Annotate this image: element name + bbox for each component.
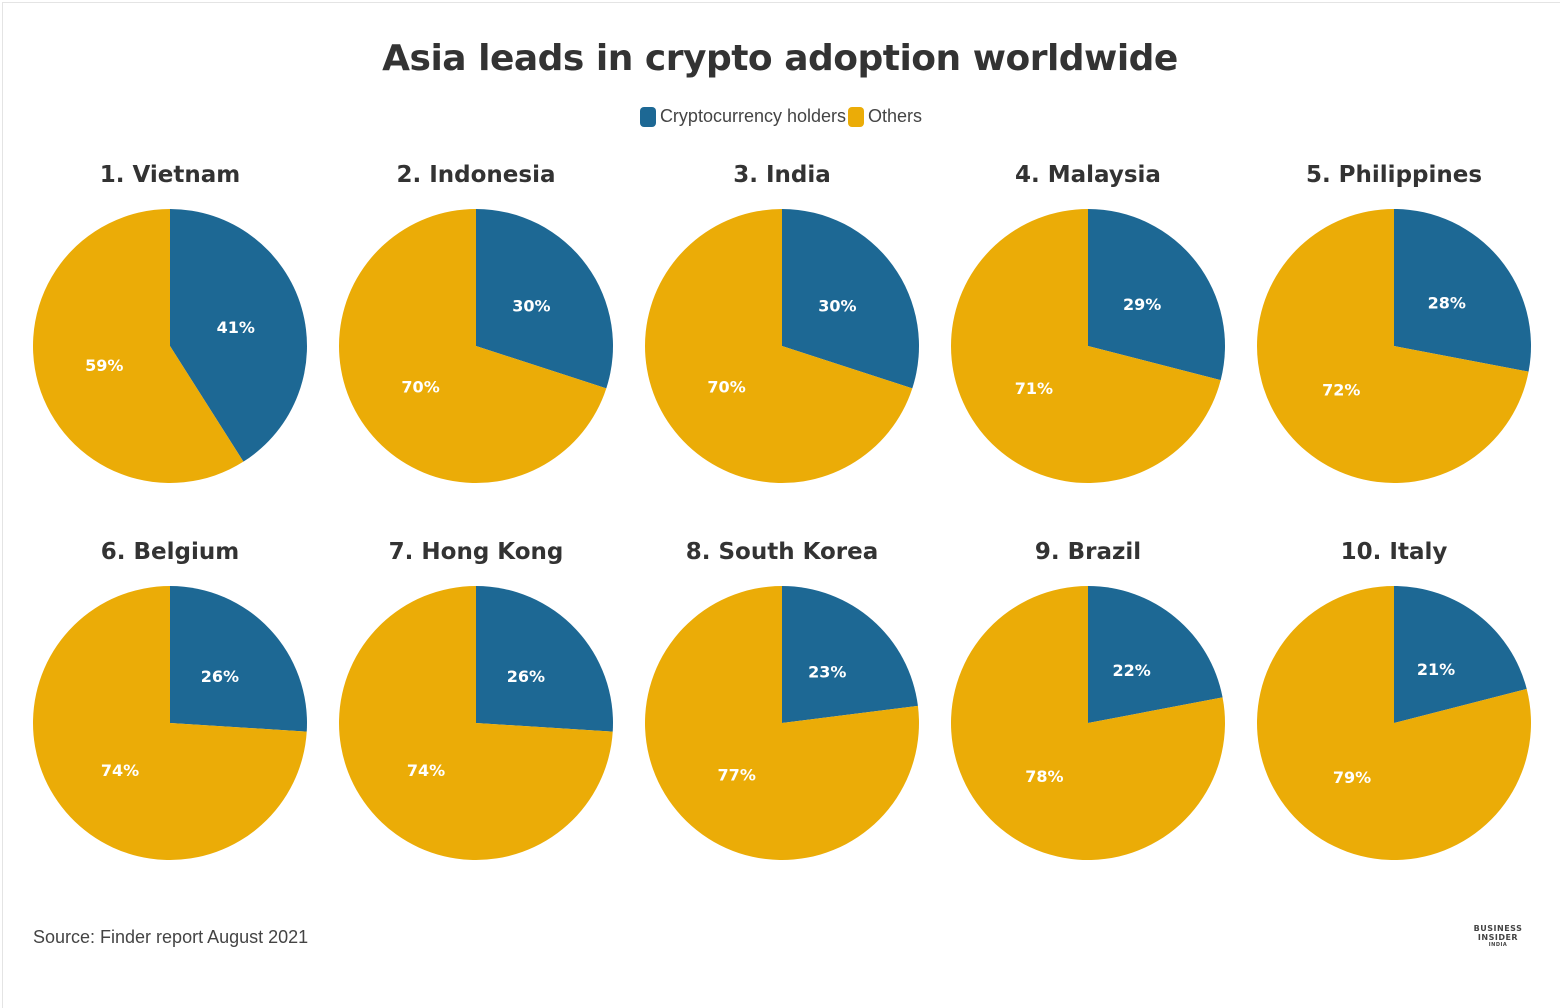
pie-title: 2. Indonesia	[396, 162, 555, 188]
slice-holders[interactable]	[1394, 209, 1531, 372]
data-label: 70%	[401, 377, 439, 396]
pie-6: 6. Belgium 26% 74%	[33, 539, 307, 860]
legend: Cryptocurrency holders Others	[0, 106, 1560, 127]
slice-others[interactable]	[950, 586, 1225, 860]
pie-title: 6. Belgium	[101, 539, 239, 565]
data-label: 74%	[101, 761, 139, 780]
data-label: 72%	[1322, 381, 1360, 400]
pie-title: 4. Malaysia	[1015, 162, 1161, 188]
data-label: 23%	[808, 663, 846, 682]
pie-title: 7. Hong Kong	[389, 539, 564, 565]
pie-title: 8. South Korea	[686, 539, 879, 565]
slice-holders[interactable]	[1088, 209, 1225, 381]
data-label: 21%	[1417, 660, 1455, 679]
pie-9: 9. Brazil 22% 78%	[950, 539, 1225, 860]
data-label: 26%	[507, 667, 545, 686]
data-label: 74%	[407, 761, 445, 780]
data-label: 79%	[1333, 768, 1371, 787]
pie-1: 1. Vietnam 41% 59%	[32, 162, 307, 484]
slice-others[interactable]	[33, 586, 307, 860]
slice-holders[interactable]	[1088, 586, 1223, 723]
pie-title: 1. Vietnam	[100, 162, 240, 188]
slice-holders[interactable]	[1394, 586, 1527, 723]
pie-title: 9. Brazil	[1035, 539, 1141, 565]
slice-holders[interactable]	[476, 209, 613, 389]
data-label: 30%	[512, 297, 550, 316]
pie-2: 2. Indonesia 30% 70%	[338, 162, 613, 483]
data-label: 41%	[217, 318, 255, 337]
data-label: 78%	[1025, 767, 1063, 786]
pie-title: 5. Philippines	[1306, 162, 1482, 188]
slice-others[interactable]	[32, 209, 244, 484]
slice-others[interactable]	[644, 586, 920, 861]
legend-swatch-others	[848, 106, 865, 127]
source-note: Source: Finder report August 2021	[33, 927, 309, 947]
data-label: 29%	[1123, 295, 1161, 314]
legend-item-holders[interactable]: Cryptocurrency holders	[638, 106, 846, 127]
data-label: 59%	[85, 356, 123, 375]
slice-others[interactable]	[338, 209, 607, 483]
pie-4: 4. Malaysia 29% 71%	[951, 162, 1225, 483]
legend-label: Others	[868, 106, 923, 126]
data-label: 30%	[818, 297, 856, 316]
chart-title: Asia leads in crypto adoption worldwide	[382, 38, 1178, 79]
slice-others[interactable]	[339, 586, 613, 860]
slice-others[interactable]	[645, 209, 913, 483]
data-label: 77%	[718, 765, 756, 784]
slice-holders[interactable]	[170, 586, 307, 732]
data-label: 26%	[201, 667, 239, 686]
business-insider-logo: BUSINESS INSIDER INDIA	[1473, 924, 1523, 948]
legend-swatch-holders	[639, 106, 656, 127]
data-label: 71%	[1015, 379, 1053, 398]
pie-title: 3. India	[733, 162, 831, 188]
slice-others[interactable]	[1256, 586, 1531, 861]
pie-3: 3. India 30% 70%	[645, 162, 919, 483]
slice-holders[interactable]	[782, 209, 919, 389]
slice-holders[interactable]	[782, 586, 918, 723]
pie-7: 7. Hong Kong 26% 74%	[339, 539, 613, 860]
slice-holders[interactable]	[476, 586, 613, 732]
pie-8: 8. South Korea 23% 77%	[644, 539, 920, 861]
slice-others[interactable]	[951, 209, 1221, 483]
pie-title: 10. Italy	[1341, 539, 1448, 565]
data-label: 70%	[707, 377, 745, 396]
slice-others[interactable]	[1257, 209, 1529, 484]
pie-10: 10. Italy 21% 79%	[1256, 539, 1531, 861]
legend-item-others[interactable]: Others	[846, 106, 922, 127]
data-label: 28%	[1428, 293, 1466, 312]
pie-5: 5. Philippines 28% 72%	[1257, 162, 1531, 484]
slice-holders[interactable]	[170, 209, 307, 462]
data-label: 22%	[1113, 661, 1151, 680]
legend-label: Cryptocurrency holders	[659, 106, 847, 126]
